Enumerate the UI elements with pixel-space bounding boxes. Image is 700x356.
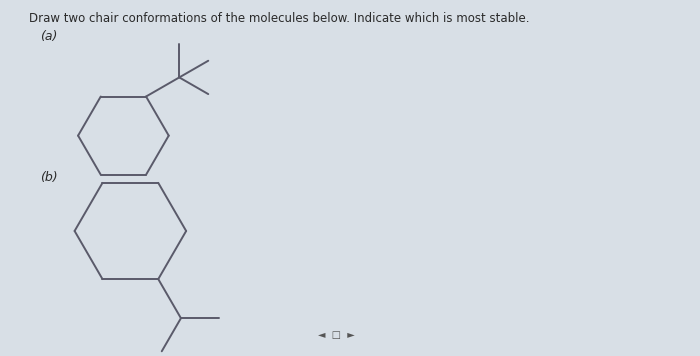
Text: ◄  □  ►: ◄ □ ►: [318, 330, 354, 340]
Text: (a): (a): [40, 30, 57, 43]
Text: (b): (b): [40, 171, 57, 184]
Text: Draw two chair conformations of the molecules below. Indicate which is most stab: Draw two chair conformations of the mole…: [29, 12, 530, 25]
